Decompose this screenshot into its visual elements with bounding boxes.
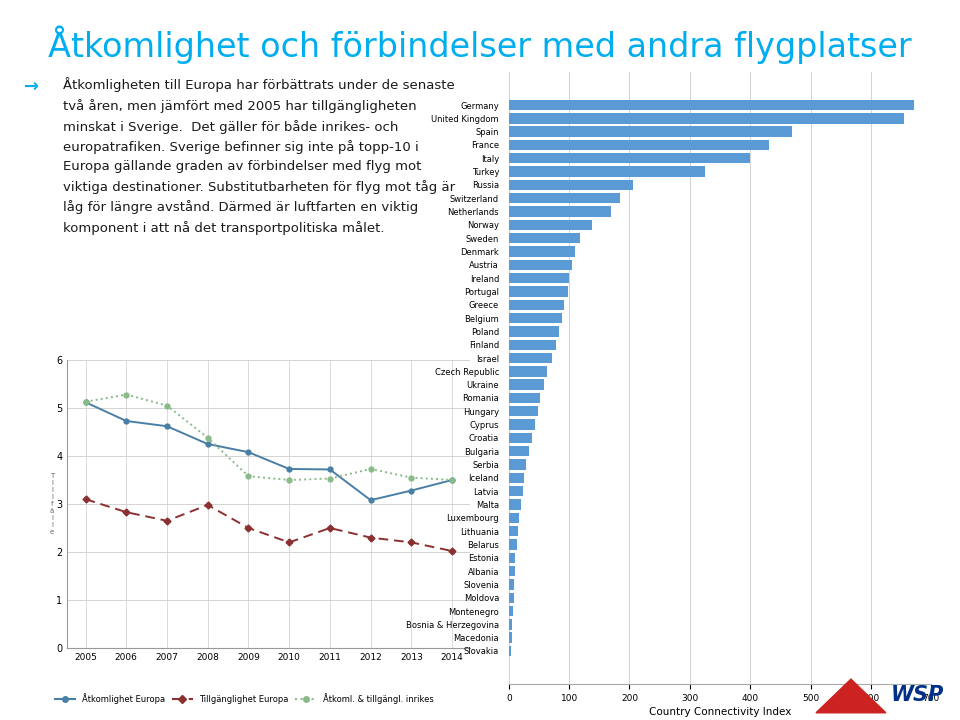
- Bar: [509, 579, 515, 590]
- Bar: [509, 100, 914, 110]
- Bar: [509, 646, 512, 656]
- Bar: [509, 207, 612, 217]
- Bar: [509, 619, 513, 629]
- Bar: [509, 486, 522, 496]
- Bar: [509, 593, 514, 603]
- Bar: [509, 446, 529, 456]
- Bar: [509, 353, 552, 363]
- Bar: [509, 433, 532, 443]
- Bar: [509, 193, 620, 204]
- Bar: [509, 459, 526, 469]
- Bar: [509, 379, 543, 390]
- Y-axis label: T
i
l
l
f
ä
l
l
e: T i l l f ä l l e: [50, 473, 54, 535]
- Bar: [509, 180, 633, 190]
- Bar: [509, 233, 580, 243]
- Text: WSP: WSP: [891, 685, 944, 705]
- Bar: [509, 313, 562, 323]
- Bar: [509, 220, 592, 230]
- Bar: [509, 113, 904, 124]
- Bar: [509, 420, 535, 430]
- Bar: [509, 166, 705, 177]
- Bar: [509, 127, 792, 137]
- Bar: [509, 326, 559, 336]
- Bar: [509, 526, 517, 536]
- Bar: [509, 552, 516, 563]
- Bar: [509, 473, 524, 483]
- Bar: [509, 513, 519, 523]
- Bar: [509, 273, 569, 283]
- Bar: [509, 246, 575, 257]
- Bar: [509, 406, 538, 416]
- Bar: [509, 140, 770, 150]
- Bar: [509, 606, 513, 616]
- Bar: [509, 153, 750, 163]
- Legend: Åtkomlighet Europa, Tillgänglighet Europa, Åtkoml. & tillgängl. inrikes: Åtkomlighet Europa, Tillgänglighet Europ…: [51, 690, 437, 707]
- Bar: [509, 287, 568, 297]
- Bar: [509, 366, 547, 377]
- Text: Åtkomligheten till Europa har förbättrats under de senaste
två åren, men jämfört: Åtkomligheten till Europa har förbättrat…: [63, 78, 455, 235]
- Text: Åtkomlighet och förbindelser med andra flygplatser: Åtkomlighet och förbindelser med andra f…: [48, 25, 912, 64]
- Bar: [509, 566, 515, 576]
- Text: →: →: [24, 78, 38, 96]
- Bar: [509, 340, 556, 350]
- X-axis label: Country Connectivity Index: Country Connectivity Index: [649, 707, 791, 717]
- Bar: [509, 260, 572, 270]
- Polygon shape: [816, 679, 886, 713]
- Bar: [509, 499, 521, 510]
- Bar: [509, 393, 540, 403]
- Bar: [509, 300, 564, 310]
- Bar: [509, 632, 512, 643]
- Bar: [509, 539, 516, 549]
